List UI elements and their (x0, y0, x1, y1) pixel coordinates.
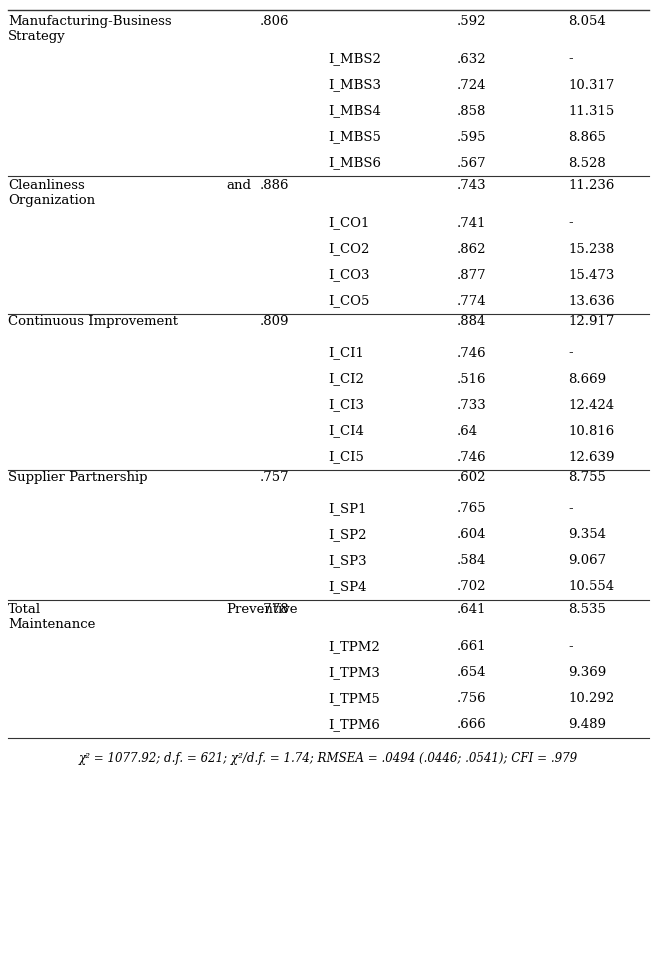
Text: .584: .584 (457, 554, 486, 568)
Text: -: - (568, 641, 573, 653)
Text: .886: .886 (260, 179, 289, 192)
Text: I_CI4: I_CI4 (328, 424, 365, 437)
Text: .666: .666 (457, 718, 486, 732)
Text: .592: .592 (457, 16, 486, 28)
Text: 13.636: 13.636 (568, 295, 615, 307)
Text: Maintenance: Maintenance (8, 618, 95, 631)
Text: 12.917: 12.917 (568, 315, 615, 328)
Text: 15.473: 15.473 (568, 268, 615, 282)
Text: 10.292: 10.292 (568, 693, 614, 705)
Text: 8.528: 8.528 (568, 157, 606, 170)
Text: I_CI2: I_CI2 (328, 372, 365, 386)
Text: 9.369: 9.369 (568, 667, 606, 679)
Text: Organization: Organization (8, 194, 95, 207)
Text: .877: .877 (457, 268, 486, 282)
Text: .884: .884 (457, 315, 486, 328)
Text: .641: .641 (457, 603, 486, 616)
Text: .604: .604 (457, 528, 486, 542)
Text: Preventive: Preventive (227, 603, 298, 616)
Text: 11.315: 11.315 (568, 105, 614, 117)
Text: 10.816: 10.816 (568, 424, 614, 437)
Text: I_TPM5: I_TPM5 (328, 693, 380, 705)
Text: I_SP2: I_SP2 (328, 528, 367, 542)
Text: I_TPM2: I_TPM2 (328, 641, 380, 653)
Text: -: - (568, 503, 573, 516)
Text: -: - (568, 52, 573, 66)
Text: Supplier Partnership: Supplier Partnership (8, 471, 147, 484)
Text: 8.669: 8.669 (568, 372, 606, 386)
Text: 11.236: 11.236 (568, 179, 615, 192)
Text: .661: .661 (457, 641, 486, 653)
Text: 9.067: 9.067 (568, 554, 606, 568)
Text: I_MBS5: I_MBS5 (328, 131, 381, 143)
Text: .809: .809 (260, 315, 289, 328)
Text: .516: .516 (457, 372, 486, 386)
Text: I_CO1: I_CO1 (328, 216, 370, 230)
Text: .733: .733 (457, 398, 486, 412)
Text: 8.054: 8.054 (568, 16, 606, 28)
Text: .746: .746 (457, 347, 486, 359)
Text: .746: .746 (457, 451, 486, 463)
Text: Strategy: Strategy (8, 30, 66, 43)
Text: 10.317: 10.317 (568, 78, 615, 91)
Text: I_SP4: I_SP4 (328, 580, 367, 593)
Text: .654: .654 (457, 667, 486, 679)
Text: Manufacturing-Business: Manufacturing-Business (8, 16, 171, 28)
Text: .806: .806 (260, 16, 289, 28)
Text: .743: .743 (457, 179, 486, 192)
Text: .567: .567 (457, 157, 486, 170)
Text: Total: Total (8, 603, 41, 616)
Text: 8.535: 8.535 (568, 603, 606, 616)
Text: I_CO5: I_CO5 (328, 295, 370, 307)
Text: .64: .64 (457, 424, 478, 437)
Text: I_TPM6: I_TPM6 (328, 718, 380, 732)
Text: .757: .757 (260, 471, 289, 484)
Text: I_MBS4: I_MBS4 (328, 105, 381, 117)
Text: Cleanliness: Cleanliness (8, 179, 85, 192)
Text: χ² = 1077.92; d.f. = 621; χ²/d.f. = 1.74; RMSEA = .0494 (.0446; .0541); CFI = .9: χ² = 1077.92; d.f. = 621; χ²/d.f. = 1.74… (79, 752, 578, 765)
Text: .756: .756 (457, 693, 486, 705)
Text: 9.354: 9.354 (568, 528, 606, 542)
Text: I_CO3: I_CO3 (328, 268, 370, 282)
Text: 15.238: 15.238 (568, 242, 614, 256)
Text: 8.865: 8.865 (568, 131, 606, 143)
Text: 10.554: 10.554 (568, 580, 614, 593)
Text: .862: .862 (457, 242, 486, 256)
Text: .602: .602 (457, 471, 486, 484)
Text: .702: .702 (457, 580, 486, 593)
Text: Continuous Improvement: Continuous Improvement (8, 315, 178, 328)
Text: -: - (568, 216, 573, 230)
Text: .724: .724 (457, 78, 486, 91)
Text: 12.639: 12.639 (568, 451, 615, 463)
Text: I_MBS6: I_MBS6 (328, 157, 382, 170)
Text: and: and (227, 179, 252, 192)
Text: I_CI3: I_CI3 (328, 398, 365, 412)
Text: I_SP3: I_SP3 (328, 554, 367, 568)
Text: .858: .858 (457, 105, 486, 117)
Text: 9.489: 9.489 (568, 718, 606, 732)
Text: .741: .741 (457, 216, 486, 230)
Text: I_CI1: I_CI1 (328, 347, 365, 359)
Text: .595: .595 (457, 131, 486, 143)
Text: .774: .774 (457, 295, 486, 307)
Text: -: - (568, 347, 573, 359)
Text: .632: .632 (457, 52, 486, 66)
Text: I_MBS3: I_MBS3 (328, 78, 382, 91)
Text: I_SP1: I_SP1 (328, 503, 367, 516)
Text: 8.755: 8.755 (568, 471, 606, 484)
Text: I_MBS2: I_MBS2 (328, 52, 381, 66)
Text: .778: .778 (260, 603, 289, 616)
Text: 12.424: 12.424 (568, 398, 614, 412)
Text: I_CO2: I_CO2 (328, 242, 370, 256)
Text: .765: .765 (457, 503, 486, 516)
Text: I_TPM3: I_TPM3 (328, 667, 380, 679)
Text: I_CI5: I_CI5 (328, 451, 365, 463)
